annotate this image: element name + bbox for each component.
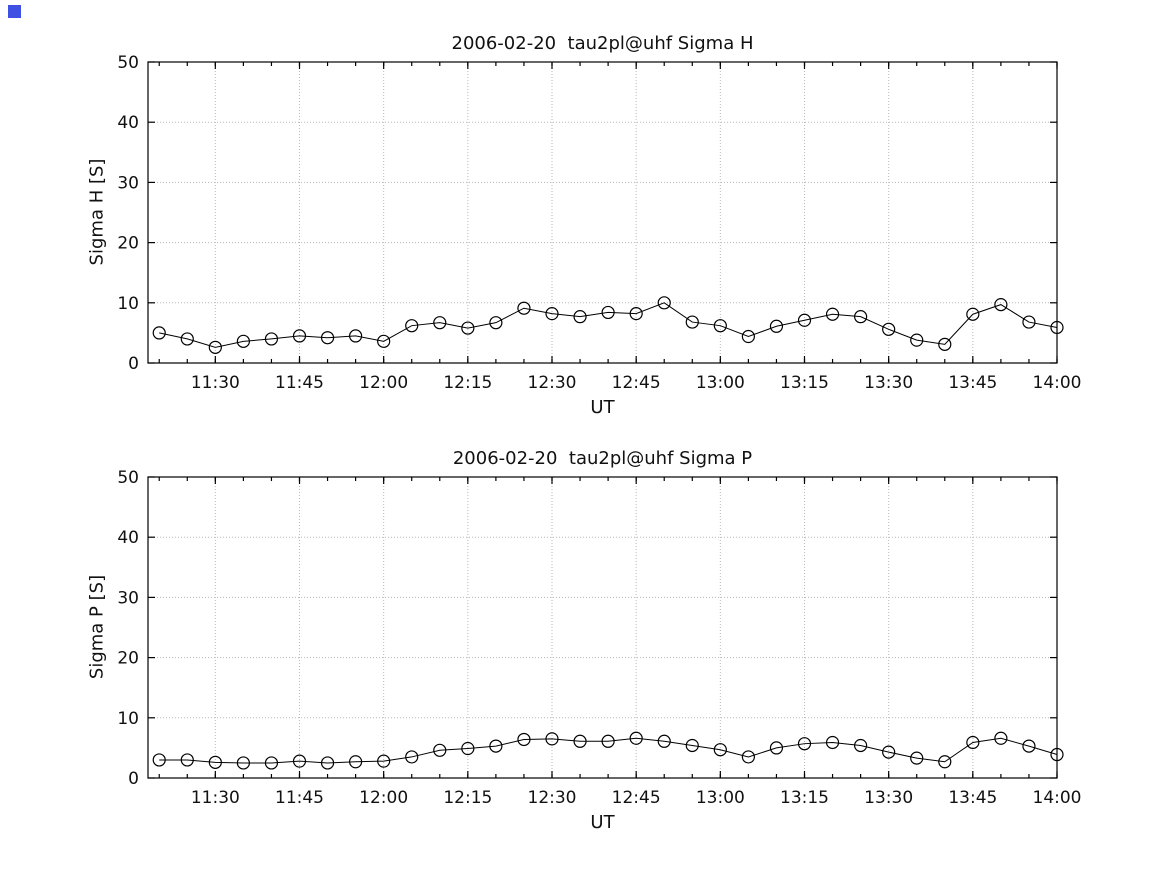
svg-text:12:15: 12:15 [443, 373, 492, 393]
svg-text:13:30: 13:30 [864, 373, 913, 393]
x-axis-label-ut-bottom: UT [590, 812, 615, 833]
svg-text:11:45: 11:45 [275, 788, 324, 808]
window-corner-marker [8, 5, 21, 18]
svg-text:30: 30 [117, 173, 139, 193]
svg-text:0: 0 [128, 354, 139, 374]
svg-text:12:30: 12:30 [528, 373, 577, 393]
svg-text:13:15: 13:15 [780, 788, 829, 808]
svg-text:11:30: 11:30 [191, 373, 240, 393]
svg-text:12:00: 12:00 [359, 788, 408, 808]
svg-text:50: 50 [117, 468, 139, 488]
svg-text:12:45: 12:45 [612, 788, 661, 808]
svg-text:50: 50 [117, 53, 139, 73]
svg-text:13:00: 13:00 [696, 788, 745, 808]
svg-text:13:45: 13:45 [948, 373, 997, 393]
svg-text:20: 20 [117, 649, 139, 669]
svg-text:12:30: 12:30 [528, 788, 577, 808]
svg-text:40: 40 [117, 528, 139, 548]
svg-text:0: 0 [128, 769, 139, 789]
svg-text:13:15: 13:15 [780, 373, 829, 393]
svg-text:11:30: 11:30 [191, 788, 240, 808]
chart-title-sigma-h: 2006-02-20 tau2pl@uhf Sigma H [451, 33, 754, 54]
svg-text:10: 10 [117, 294, 139, 314]
svg-text:30: 30 [117, 588, 139, 608]
svg-text:40: 40 [117, 113, 139, 133]
y-axis-label-sigma-p: Sigma P [S] [86, 574, 108, 680]
chart-title-sigma-p: 2006-02-20 tau2pl@uhf Sigma P [452, 448, 753, 469]
svg-text:12:00: 12:00 [359, 373, 408, 393]
svg-text:12:15: 12:15 [443, 788, 492, 808]
svg-text:13:45: 13:45 [948, 788, 997, 808]
svg-text:14:00: 14:00 [1033, 788, 1082, 808]
svg-text:12:45: 12:45 [612, 373, 661, 393]
svg-text:11:45: 11:45 [275, 373, 324, 393]
svg-text:20: 20 [117, 234, 139, 254]
svg-text:13:00: 13:00 [696, 373, 745, 393]
x-axis-label-ut-top: UT [590, 397, 615, 418]
svg-text:13:30: 13:30 [864, 788, 913, 808]
y-axis-label-sigma-h: Sigma H [S] [86, 158, 108, 266]
svg-text:10: 10 [117, 709, 139, 729]
svg-text:14:00: 14:00 [1033, 373, 1082, 393]
